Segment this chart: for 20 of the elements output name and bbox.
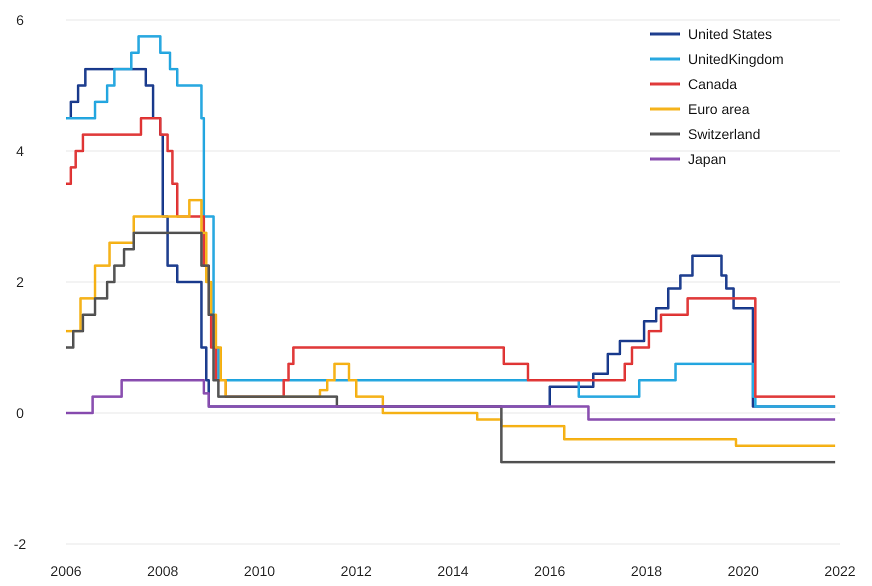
x-tick-label: 2010 [244,563,276,579]
legend-label: United States [688,26,772,42]
x-tick-label: 2020 [728,563,760,579]
legend-label: Switzerland [688,126,760,142]
legend-label: UnitedKingdom [688,50,784,67]
x-tick-label: 2006 [50,563,82,579]
legend-label: Japan [688,150,726,167]
x-tick-label: 2008 [147,563,179,579]
x-tick-label: 2022 [824,563,856,579]
y-tick-label: 6 [16,12,24,28]
y-tick-label: -2 [14,536,26,552]
x-tick-label: 2014 [437,563,469,579]
y-tick-label: 2 [16,274,24,290]
x-tick-label: 2016 [534,563,566,579]
legend-label: Euro area [688,100,750,117]
y-tick-label: 0 [16,404,24,421]
y-tick-label: 4 [16,142,24,159]
x-tick-label: 2012 [340,563,372,579]
legend-label: Canada [688,76,738,92]
x-tick-label: 2018 [630,563,662,579]
